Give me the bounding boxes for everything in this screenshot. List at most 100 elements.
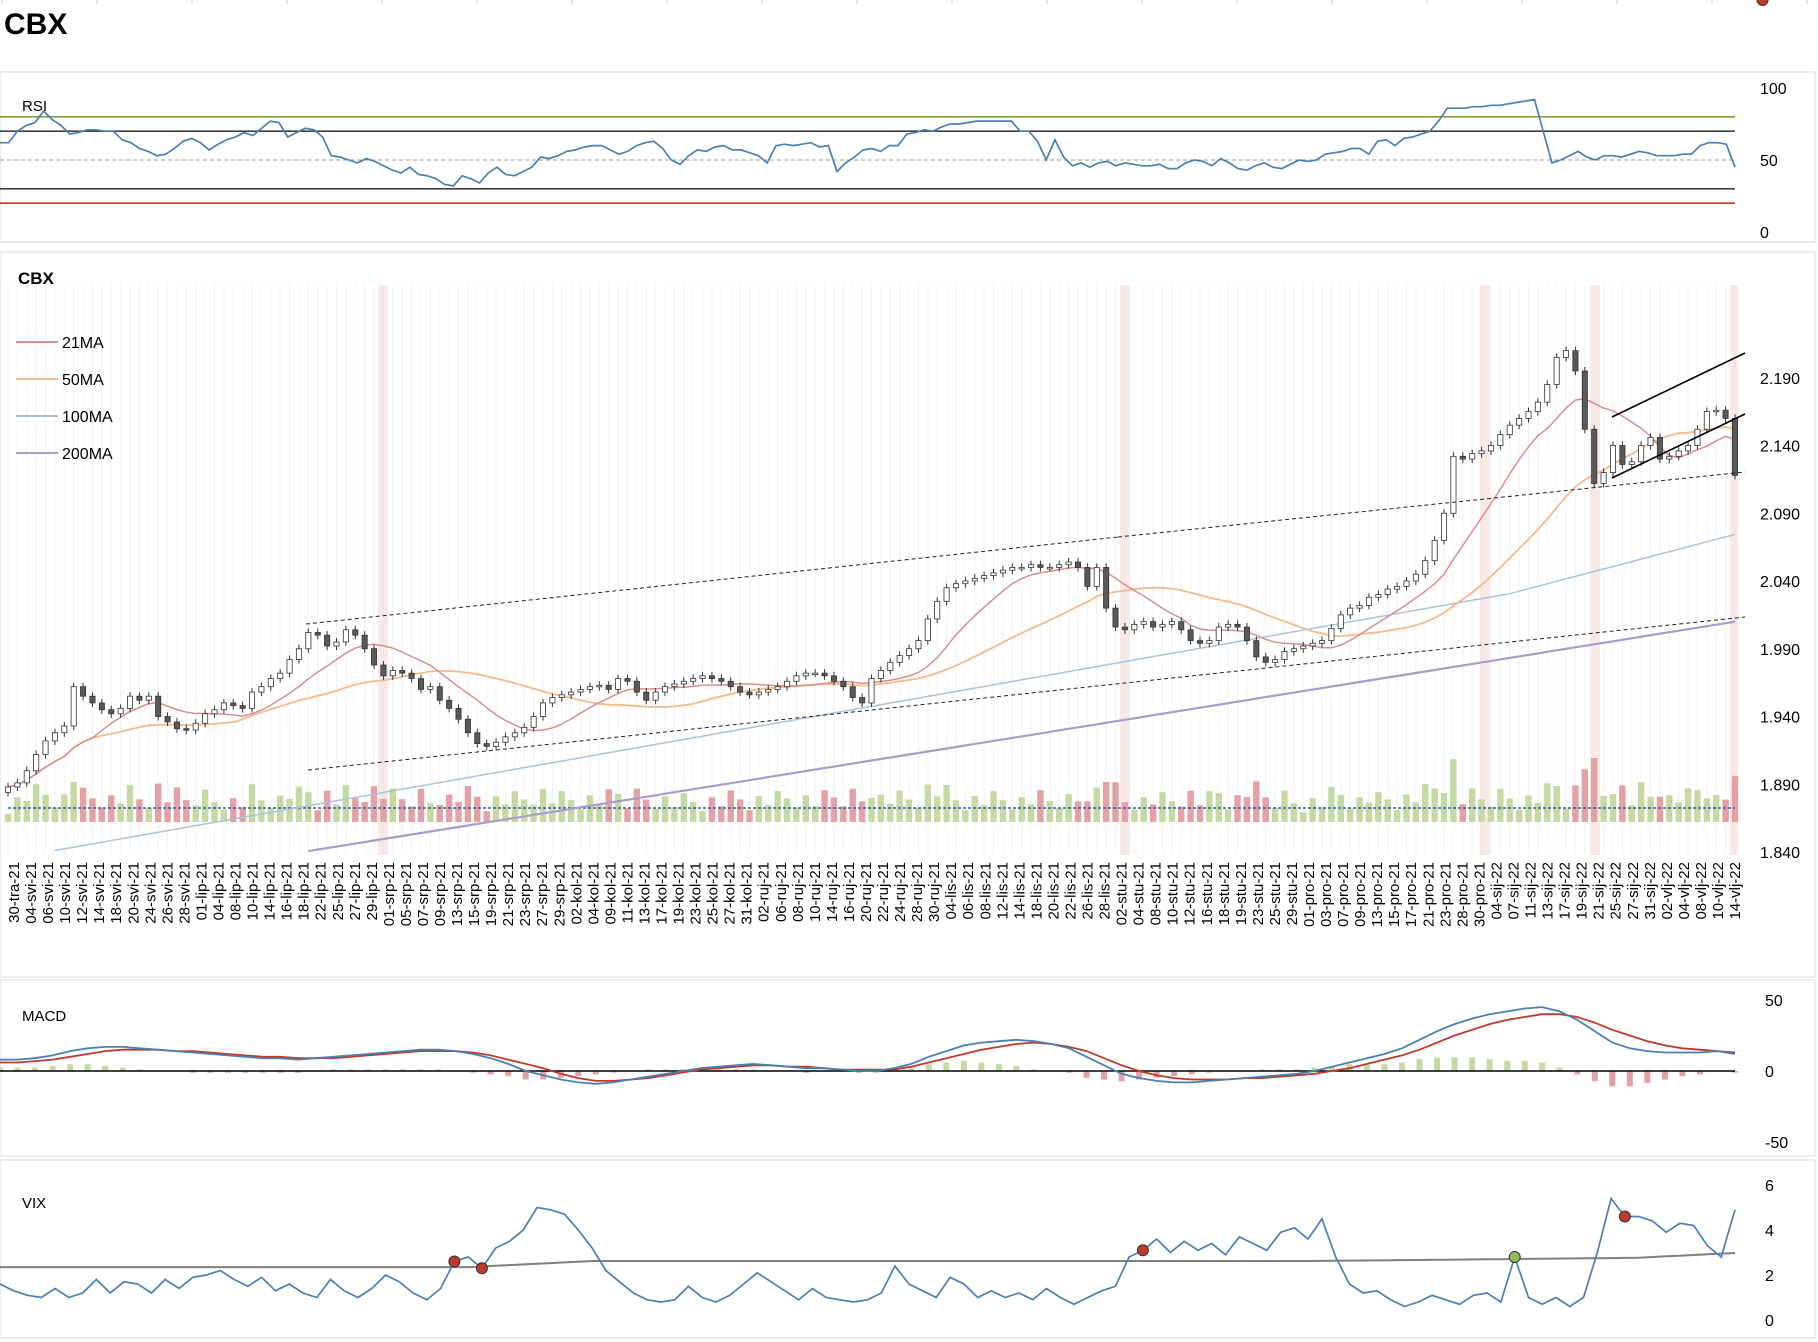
candle-body <box>1506 424 1513 436</box>
x-tick-label: 02-kol-21 <box>568 862 585 925</box>
volume-bar <box>173 787 181 822</box>
macd-histogram-bar <box>365 1069 372 1071</box>
x-tick-label: 10-stu-21 <box>1165 862 1182 925</box>
x-tick-label: 26-lis-21 <box>1079 862 1096 920</box>
macd-histogram-bar <box>1486 1059 1493 1071</box>
macd-histogram-bar <box>224 1071 231 1073</box>
volume-bar <box>286 799 293 822</box>
candle-body <box>643 691 650 701</box>
volume-bar <box>539 789 547 822</box>
x-tick-label: 06-svi-21 <box>40 862 57 924</box>
candle-body <box>1375 594 1382 598</box>
candle-body <box>70 686 77 727</box>
x-tick-label: 01-lip-21 <box>193 862 210 920</box>
candle-body <box>708 675 715 679</box>
candle-body <box>1487 445 1494 452</box>
macd-histogram-bar <box>1136 1071 1143 1080</box>
candle-body <box>1356 604 1363 609</box>
x-tick-label: 25-lip-21 <box>330 862 347 920</box>
macd-histogram-bar <box>1206 1071 1213 1073</box>
price-panel-frame <box>0 251 1816 978</box>
volume-bar <box>1647 796 1654 822</box>
macd-histogram-bar <box>32 1067 39 1071</box>
candle-body <box>23 770 30 784</box>
macd-histogram-bar <box>1609 1071 1616 1087</box>
volume-bar <box>1159 792 1166 822</box>
candle-body <box>1112 607 1119 628</box>
volume-bar <box>708 797 716 822</box>
volume-bar <box>192 805 199 822</box>
candle-body <box>417 678 424 690</box>
candle-body <box>493 741 500 747</box>
x-tick-label: 19-sij-22 <box>1574 862 1591 920</box>
x-tick-label: 14-lis-21 <box>1011 862 1028 920</box>
candle-body <box>192 722 199 731</box>
macd-histogram-bar <box>242 1071 249 1073</box>
candle-body <box>877 670 884 679</box>
volume-bar <box>1534 802 1542 822</box>
candle-body <box>596 684 603 688</box>
candle-body <box>793 675 800 682</box>
candle-body <box>1084 567 1091 587</box>
volume-bar <box>990 791 997 822</box>
candle-body <box>812 672 819 676</box>
candle-body <box>455 707 462 720</box>
x-tick-label: 29-stu-21 <box>1284 862 1301 925</box>
x-tick-label: 27-sij-22 <box>1625 862 1642 920</box>
volume-bar <box>380 798 387 822</box>
volume-bar <box>352 798 359 822</box>
candle-body <box>530 716 537 728</box>
macd-histogram-bar <box>522 1071 529 1080</box>
x-tick-label: 04-stu-21 <box>1131 862 1148 925</box>
x-tick-label: 20-lis-21 <box>1045 862 1062 920</box>
x-tick-label: 18-svi-21 <box>108 862 125 924</box>
volume-bar <box>14 797 21 822</box>
volume-bar <box>1131 809 1138 822</box>
x-tick-label: 01-pro-21 <box>1301 862 1318 927</box>
candle-body <box>342 629 349 643</box>
candle-body <box>202 713 209 724</box>
candle-body <box>774 686 781 690</box>
candle-body <box>539 702 546 717</box>
x-tick-label: 15-pro-21 <box>1386 862 1403 927</box>
volume-bar <box>924 784 932 822</box>
candle-body <box>1394 586 1401 590</box>
volume-bar <box>314 810 321 822</box>
candle-body <box>474 732 481 745</box>
candle-body <box>727 680 734 688</box>
candle-body <box>577 689 584 693</box>
candle-body <box>333 641 340 647</box>
x-tick-label: 16-ruj-21 <box>841 862 858 922</box>
x-tick-label: 21-pro-21 <box>1420 862 1437 927</box>
macd-histogram-bar <box>1083 1071 1090 1078</box>
macd-histogram-bar <box>715 1069 722 1071</box>
candle-body <box>568 691 575 696</box>
macd-histogram-bar <box>733 1069 740 1071</box>
macd-histogram-bar <box>207 1071 214 1073</box>
volume-bar <box>220 809 228 822</box>
macd-histogram-bar <box>803 1071 810 1073</box>
candle-body <box>1628 461 1635 465</box>
vix-signal-dot <box>1618 1210 1631 1223</box>
volume-bar <box>136 799 143 822</box>
x-tick-label: 16-lip-21 <box>279 862 296 920</box>
volume-bar <box>1562 808 1570 822</box>
macd-histogram-bar <box>119 1067 126 1071</box>
volume-bar <box>399 799 406 822</box>
volume-bar <box>117 803 124 822</box>
macd-histogram-bar <box>294 1071 301 1073</box>
candle-body <box>737 686 744 693</box>
macd-histogram-bar <box>347 1069 354 1071</box>
candle-body <box>267 678 274 688</box>
candle-body <box>286 659 293 674</box>
x-tick-label: 13-srp-21 <box>449 862 466 926</box>
candle-body <box>1685 445 1692 452</box>
macd-histogram-bar <box>592 1071 599 1075</box>
candle-body <box>624 678 631 682</box>
candle-body <box>586 686 593 690</box>
candle-body <box>671 683 678 688</box>
rsi-line <box>0 98 1736 187</box>
volume-bar <box>765 805 772 822</box>
volume-bar <box>661 796 669 822</box>
volume-bar <box>361 802 368 822</box>
